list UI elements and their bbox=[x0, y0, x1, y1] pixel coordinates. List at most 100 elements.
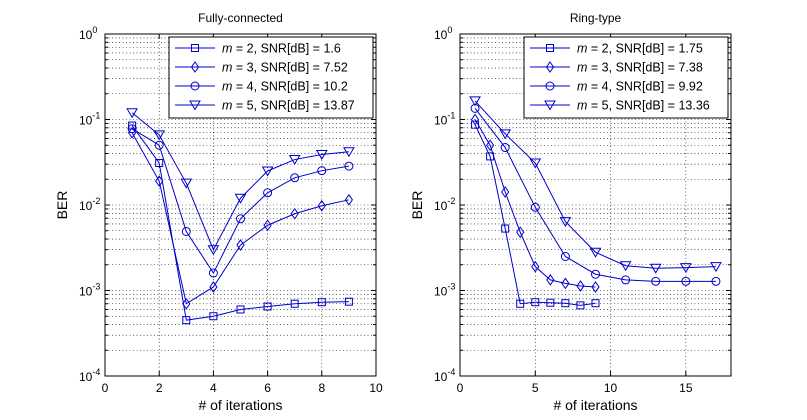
legend-entry: m = 2, SNR[dB] = 1.75 bbox=[577, 42, 703, 56]
y-tick-label: 10-1 bbox=[434, 111, 455, 128]
data-point-square bbox=[182, 316, 191, 325]
axis-ticks: 0 5 10 15 10-4 10-3 10-2 10-1 100 bbox=[434, 25, 731, 395]
data-point-square bbox=[209, 312, 218, 321]
data-point-triangle-down bbox=[207, 245, 220, 256]
data-point-diamond bbox=[127, 126, 137, 139]
data-point-circle bbox=[290, 173, 300, 183]
data-point-square bbox=[516, 299, 525, 308]
legend-marker-diamond bbox=[545, 61, 555, 73]
legend: m = 2, SNR[dB] = 1.6 m = 3, SNR[dB] = 7.5… bbox=[168, 36, 374, 119]
legend-entry: m = 4, SNR[dB] = 10.2 bbox=[222, 80, 348, 94]
axis-ticks: 0 2 4 6 8 10 10-4 10-3 10-2 10-1 100 bbox=[79, 25, 383, 395]
y-axis-label: BER bbox=[409, 191, 425, 220]
data-point-triangle-down bbox=[649, 263, 662, 274]
data-point-square bbox=[501, 224, 510, 233]
data-point-diamond bbox=[155, 175, 164, 188]
data-point-square bbox=[128, 121, 137, 130]
series-line-3 bbox=[131, 132, 350, 305]
x-tick-label: 0 bbox=[457, 381, 464, 395]
data-point-triangle-down bbox=[315, 149, 328, 160]
legend: m = 2, SNR[dB] = 1.75 m = 3, SNR[dB] = 7.… bbox=[523, 36, 729, 119]
chart-panel-fully-connected: 0 2 4 6 8 10 10-4 10-3 10-2 10-1 100 Fully-connect… bbox=[54, 11, 383, 413]
x-tick-label: 0 bbox=[102, 381, 109, 395]
x-axis-label: # of iterations bbox=[553, 397, 637, 413]
data-point-circle bbox=[127, 124, 137, 134]
series-line-2 bbox=[131, 125, 349, 321]
x-tick-label: 6 bbox=[264, 381, 271, 395]
legend-marker-diamond bbox=[190, 61, 200, 73]
y-tick-label: 100 bbox=[434, 25, 452, 42]
data-point-circle bbox=[681, 276, 691, 286]
data-point-circle bbox=[651, 276, 661, 286]
data-point-triangle-down bbox=[126, 108, 138, 119]
data-point-triangle-down bbox=[710, 262, 722, 273]
data-point-circle bbox=[154, 140, 164, 150]
x-tick-label: 2 bbox=[156, 381, 163, 395]
data-point-diamond bbox=[516, 226, 525, 239]
data-point-square bbox=[576, 301, 585, 310]
data-point-diamond bbox=[209, 281, 218, 293]
series-markers bbox=[126, 108, 355, 325]
y-tick-label: 10-3 bbox=[434, 282, 455, 299]
legend-entry: m = 4, SNR[dB] = 9.92 bbox=[577, 80, 703, 94]
series-lines bbox=[474, 100, 716, 306]
series-line-5 bbox=[131, 112, 349, 251]
x-tick-label: 10 bbox=[369, 381, 383, 395]
data-point-square bbox=[486, 152, 495, 161]
data-point-square bbox=[344, 297, 353, 306]
data-point-diamond bbox=[263, 219, 272, 232]
y-axis-label: BER bbox=[54, 191, 70, 220]
series-line-5 bbox=[474, 100, 716, 269]
series-line-2 bbox=[474, 124, 596, 306]
data-point-diamond bbox=[344, 193, 354, 206]
chart-title: Ring-type bbox=[570, 11, 622, 25]
data-point-diamond bbox=[546, 274, 555, 286]
legend-marker-circle bbox=[545, 81, 555, 91]
legend-entry: m = 3, SNR[dB] = 7.38 bbox=[577, 61, 703, 75]
legend-entry: m = 5, SNR[dB] = 13.36 bbox=[577, 99, 710, 113]
data-point-diamond bbox=[317, 199, 326, 212]
data-point-diamond bbox=[591, 281, 600, 293]
data-point-circle bbox=[500, 143, 510, 153]
data-point-square bbox=[155, 158, 164, 167]
data-point-square bbox=[561, 299, 570, 308]
data-point-triangle-down bbox=[288, 155, 301, 166]
data-point-triangle-down bbox=[529, 158, 542, 169]
y-tick-label: 10-4 bbox=[434, 367, 455, 384]
data-point-circle bbox=[181, 226, 191, 236]
legend-marker-square bbox=[191, 44, 199, 52]
data-point-triangle-down bbox=[153, 130, 166, 141]
data-point-triangle-down bbox=[469, 96, 481, 107]
data-point-diamond bbox=[290, 207, 299, 220]
data-point-circle bbox=[591, 269, 600, 279]
data-point-circle bbox=[560, 251, 570, 261]
x-tick-label: 8 bbox=[318, 381, 325, 395]
series-line-4 bbox=[474, 108, 716, 282]
data-point-diamond bbox=[182, 297, 191, 310]
data-point-triangle-down bbox=[499, 129, 512, 140]
legend-marker-circle bbox=[190, 81, 200, 91]
data-point-circle bbox=[711, 276, 721, 286]
legend-marker-square bbox=[546, 44, 554, 52]
data-point-diamond bbox=[501, 186, 510, 198]
y-tick-label: 10-2 bbox=[434, 196, 455, 213]
data-point-circle bbox=[621, 275, 631, 285]
data-point-triangle-down bbox=[343, 147, 355, 158]
data-point-circle bbox=[530, 202, 540, 212]
data-point-square bbox=[317, 298, 326, 307]
chart-panel-ring-type: 0 5 10 15 10-4 10-3 10-2 10-1 100 Ring-type # of… bbox=[409, 11, 732, 413]
data-point-triangle-down bbox=[261, 166, 274, 177]
series-line-4 bbox=[131, 128, 349, 275]
legend-entry: m = 2, SNR[dB] = 1.6 bbox=[222, 42, 341, 56]
data-point-triangle-down bbox=[619, 261, 632, 272]
legend-marker-triangle-down bbox=[544, 100, 556, 111]
data-point-circle bbox=[470, 103, 480, 113]
series-line-3 bbox=[474, 119, 596, 288]
series-markers bbox=[469, 96, 722, 310]
y-tick-label: 10-2 bbox=[79, 196, 100, 213]
data-point-square bbox=[290, 299, 299, 308]
data-point-square bbox=[546, 298, 555, 307]
y-tick-label: 10-4 bbox=[79, 367, 100, 384]
data-point-triangle-down bbox=[589, 247, 602, 258]
